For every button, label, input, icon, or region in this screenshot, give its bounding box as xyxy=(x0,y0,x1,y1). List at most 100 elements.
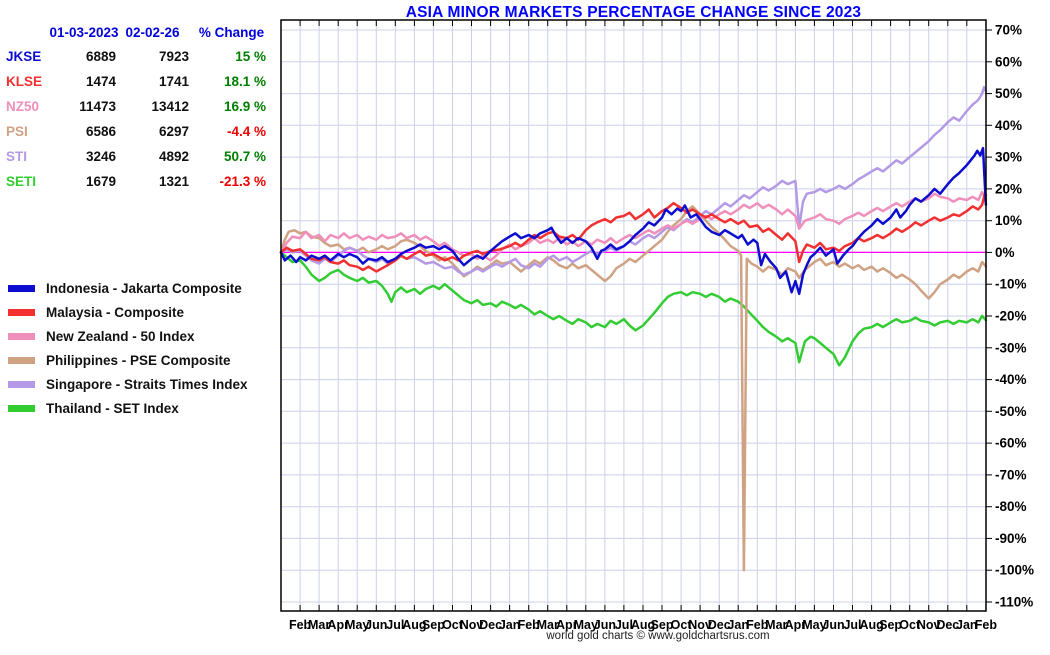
pct-change-value: -4.4 % xyxy=(226,124,266,139)
x-axis-label: Jul xyxy=(843,618,861,632)
end-value: 13412 xyxy=(151,99,189,114)
chart-legend: Indonesia - Jakarta Composite Malaysia -… xyxy=(8,276,248,420)
start-value: 3246 xyxy=(85,149,116,164)
x-axis-label: Dec xyxy=(708,618,731,632)
y-axis-label: 20% xyxy=(995,181,1022,196)
col-header-start-date: 01-03-2023 xyxy=(49,24,119,40)
col-header-pct-change: % Change xyxy=(198,24,265,40)
legend-item-new-zealand: New Zealand - 50 Index xyxy=(8,324,248,348)
x-axis-label: Jul xyxy=(615,618,633,632)
symbol-label: SETI xyxy=(6,174,37,189)
y-axis-label: 50% xyxy=(995,86,1022,101)
legend-item-philippines: Philippines - PSE Composite xyxy=(8,348,248,372)
y-axis-label: -70% xyxy=(995,467,1027,482)
x-axis-label: Feb xyxy=(746,618,769,632)
series-line-psi xyxy=(279,205,988,572)
legend-swatch xyxy=(8,404,35,412)
grid-lines xyxy=(281,20,986,611)
start-value: 6586 xyxy=(85,124,116,139)
x-axis-label: Mar xyxy=(308,618,330,632)
end-value: 1741 xyxy=(158,74,189,89)
x-axis-label: Mar xyxy=(537,618,559,632)
x-axis-label: Oct xyxy=(899,618,921,632)
legend-item-thailand: Thailand - SET Index xyxy=(8,396,248,420)
legend-item-malaysia: Malaysia - Composite xyxy=(8,300,248,324)
x-axis-label: May xyxy=(574,618,598,632)
symbol-label: PSI xyxy=(6,124,28,139)
y-axis-label: -90% xyxy=(995,531,1027,546)
x-axis-label: Jan xyxy=(499,618,521,632)
copyright-footer: world gold charts © www.goldchartsrus.co… xyxy=(546,630,770,642)
x-axis-label: Feb xyxy=(289,618,312,632)
table-row-klse: KLSE 1474 1741 18.1 % xyxy=(6,69,274,94)
pct-change-value: -21.3 % xyxy=(219,174,266,189)
y-axis-label: 0% xyxy=(995,245,1015,260)
x-axis-label: Apr xyxy=(556,618,578,632)
end-value: 1321 xyxy=(158,174,189,189)
y-axis-label: 40% xyxy=(995,118,1022,133)
x-axis-label: Mar xyxy=(765,618,787,632)
y-axis-label: 60% xyxy=(995,54,1022,69)
symbol-label: STI xyxy=(6,149,28,164)
pct-change-value: 18.1 % xyxy=(223,74,266,89)
x-axis-label: Sep xyxy=(422,618,445,632)
x-axis-label: Sep xyxy=(651,618,674,632)
x-axis-label: Jun xyxy=(822,618,844,632)
x-axis-label: Apr xyxy=(785,618,807,632)
legend-label: New Zealand - 50 Index xyxy=(46,328,195,344)
symbol-label: JKSE xyxy=(6,49,42,64)
x-axis-label: Sep xyxy=(879,618,902,632)
x-axis-label: Nov xyxy=(688,618,712,632)
y-axis-label: -30% xyxy=(995,340,1027,355)
x-axis-label: Feb xyxy=(518,618,541,632)
pct-change-value: 15 % xyxy=(235,49,266,64)
start-value: 11473 xyxy=(79,99,116,114)
table-row-jkse: JKSE 6889 7923 15 % xyxy=(6,44,274,69)
end-value: 4892 xyxy=(158,149,189,164)
legend-label: Malaysia - Composite xyxy=(46,304,185,320)
y-axis-label: -80% xyxy=(995,499,1027,514)
x-axis-label: Aug xyxy=(402,618,426,632)
y-axis-label: 30% xyxy=(995,150,1022,165)
x-axis-label: Feb xyxy=(975,618,998,632)
x-axis-label: Dec xyxy=(479,618,502,632)
table-row-sti: STI 3246 4892 50.7 % xyxy=(6,144,274,169)
y-axis-label: -100% xyxy=(995,563,1034,578)
table-row-seti: SETI 1679 1321 -21.3 % xyxy=(6,169,274,194)
x-axis-label: Oct xyxy=(442,618,464,632)
x-axis-label: May xyxy=(345,618,369,632)
page-title: ASIA MINOR MARKETS PERCENTAGE CHANGE SIN… xyxy=(405,4,862,21)
x-axis-label: Nov xyxy=(917,618,941,632)
series-line-nz50 xyxy=(279,190,988,262)
y-axis-label: -110% xyxy=(995,595,1033,610)
pct-change-value: 16.9 % xyxy=(223,99,266,114)
legend-label: Thailand - SET Index xyxy=(46,400,179,416)
start-value: 6889 xyxy=(85,49,116,64)
table-row-psi: PSI 6586 6297 -4.4 % xyxy=(6,119,274,144)
table-row-nz50: NZ50 11473 13412 16.9 % xyxy=(6,94,274,119)
col-header-end-date: 02-02-26 xyxy=(125,24,180,40)
legend-label: Singapore - Straits Times Index xyxy=(46,376,248,392)
x-axis-label: Jun xyxy=(594,618,616,632)
x-axis-label: May xyxy=(802,618,826,632)
y-axis-label: -60% xyxy=(995,436,1027,451)
legend-swatch xyxy=(8,308,35,316)
symbol-label: KLSE xyxy=(6,74,43,89)
legend-item-singapore: Singapore - Straits Times Index xyxy=(8,372,248,396)
quote-table: 01-03-2023 02-02-26 % Change JKSE 6889 7… xyxy=(6,20,274,194)
x-axis-label: Aug xyxy=(859,618,883,632)
x-axis-label: Oct xyxy=(671,618,693,632)
series-line-seti xyxy=(279,251,988,367)
pct-change-value: 50.7 % xyxy=(223,149,266,164)
end-value: 7923 xyxy=(158,49,189,64)
y-axis-label: -10% xyxy=(995,277,1027,292)
x-axis-label: Dec xyxy=(936,618,959,632)
legend-swatch xyxy=(8,284,35,292)
legend-item-indonesia: Indonesia - Jakarta Composite xyxy=(8,276,248,300)
x-axis-label: Nov xyxy=(460,618,484,632)
start-value: 1679 xyxy=(85,174,116,189)
y-axis-label: 10% xyxy=(995,213,1022,228)
axis-ticks xyxy=(299,20,992,611)
series-line-jkse xyxy=(279,146,988,296)
